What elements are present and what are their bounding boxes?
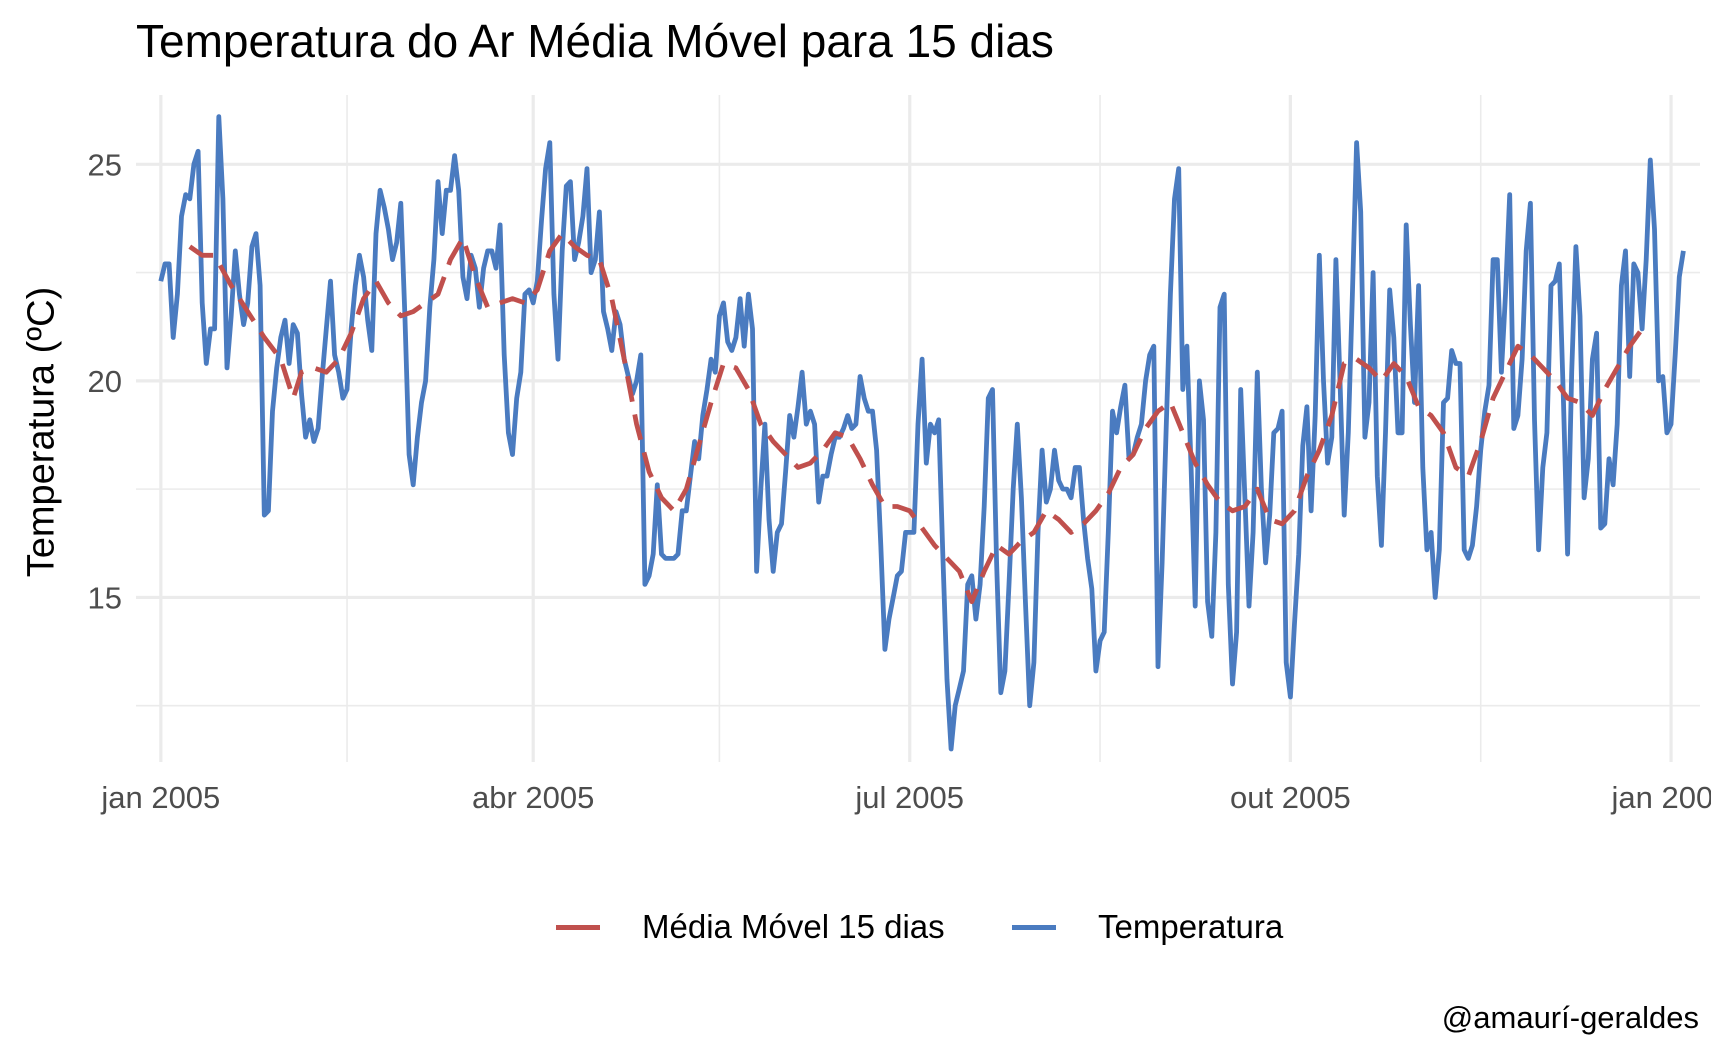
series-layer (158, 114, 1686, 752)
legend-key-temperature (1012, 924, 1056, 930)
legend-key-moving-average (556, 924, 600, 930)
legend-label-temperature: Temperatura (1098, 908, 1284, 945)
temperature-line (158, 114, 1686, 752)
x-tick-label: abr 2005 (472, 780, 594, 815)
chart-title: Temperatura do Ar Média Móvel para 15 di… (136, 15, 1054, 67)
legend: Média Móvel 15 dias Temperatura (0, 902, 1711, 952)
x-tick-label: jul 2005 (854, 780, 964, 815)
minor-gridlines (136, 95, 1700, 762)
caption: @amaurí-geraldes (1441, 1000, 1699, 1035)
axis-tick-labels: 15 20 25 jan 2005 abr 2005 jul 2005 out 2005 ja… (88, 147, 1711, 815)
x-tick-label: jan 2006 (1611, 780, 1711, 815)
legend-item-temperature: Temperatura (1012, 902, 1283, 952)
y-tick-label: 15 (88, 580, 122, 615)
x-tick-label: out 2005 (1230, 780, 1351, 815)
y-tick-label: 25 (88, 147, 122, 182)
legend-label-moving-average: Média Móvel 15 dias (642, 908, 945, 945)
x-tick-label: jan 2005 (100, 780, 220, 815)
legend-item-moving-average: Média Móvel 15 dias (556, 902, 945, 952)
moving-average-line (188, 231, 1645, 605)
y-tick-label: 20 (88, 364, 122, 399)
